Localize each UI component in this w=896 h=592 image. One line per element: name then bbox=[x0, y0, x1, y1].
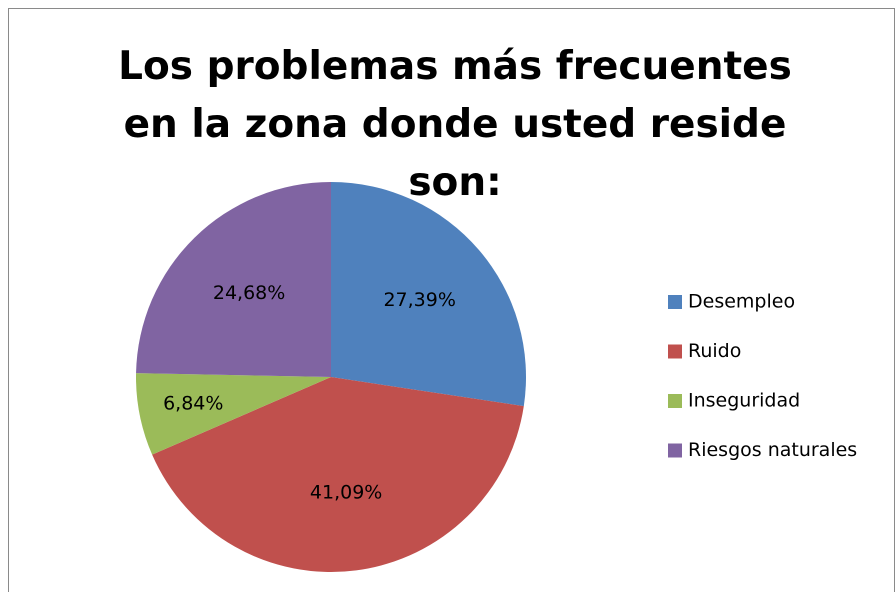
chart-border bbox=[8, 8, 895, 592]
legend-swatch bbox=[668, 394, 682, 408]
legend-swatch bbox=[668, 295, 682, 309]
legend-swatch bbox=[668, 344, 682, 359]
data-label: 41,09% bbox=[310, 482, 382, 504]
data-label: 6,84% bbox=[163, 393, 223, 415]
legend-label: Desempleo bbox=[688, 291, 795, 313]
pie-slice bbox=[152, 377, 524, 572]
legend-label: Ruido bbox=[688, 340, 741, 362]
legend-label: Inseguridad bbox=[688, 390, 800, 412]
pie-slice bbox=[331, 182, 526, 407]
pie-slice bbox=[136, 182, 331, 377]
chart-title: Los problemas más frecuentes en la zona … bbox=[118, 44, 792, 205]
pie-slice bbox=[136, 373, 331, 455]
legend-swatch bbox=[668, 443, 682, 458]
data-label: 27,39% bbox=[383, 289, 455, 311]
legend-label: Riesgos naturales bbox=[688, 439, 857, 461]
data-label: 24,68% bbox=[213, 282, 285, 304]
